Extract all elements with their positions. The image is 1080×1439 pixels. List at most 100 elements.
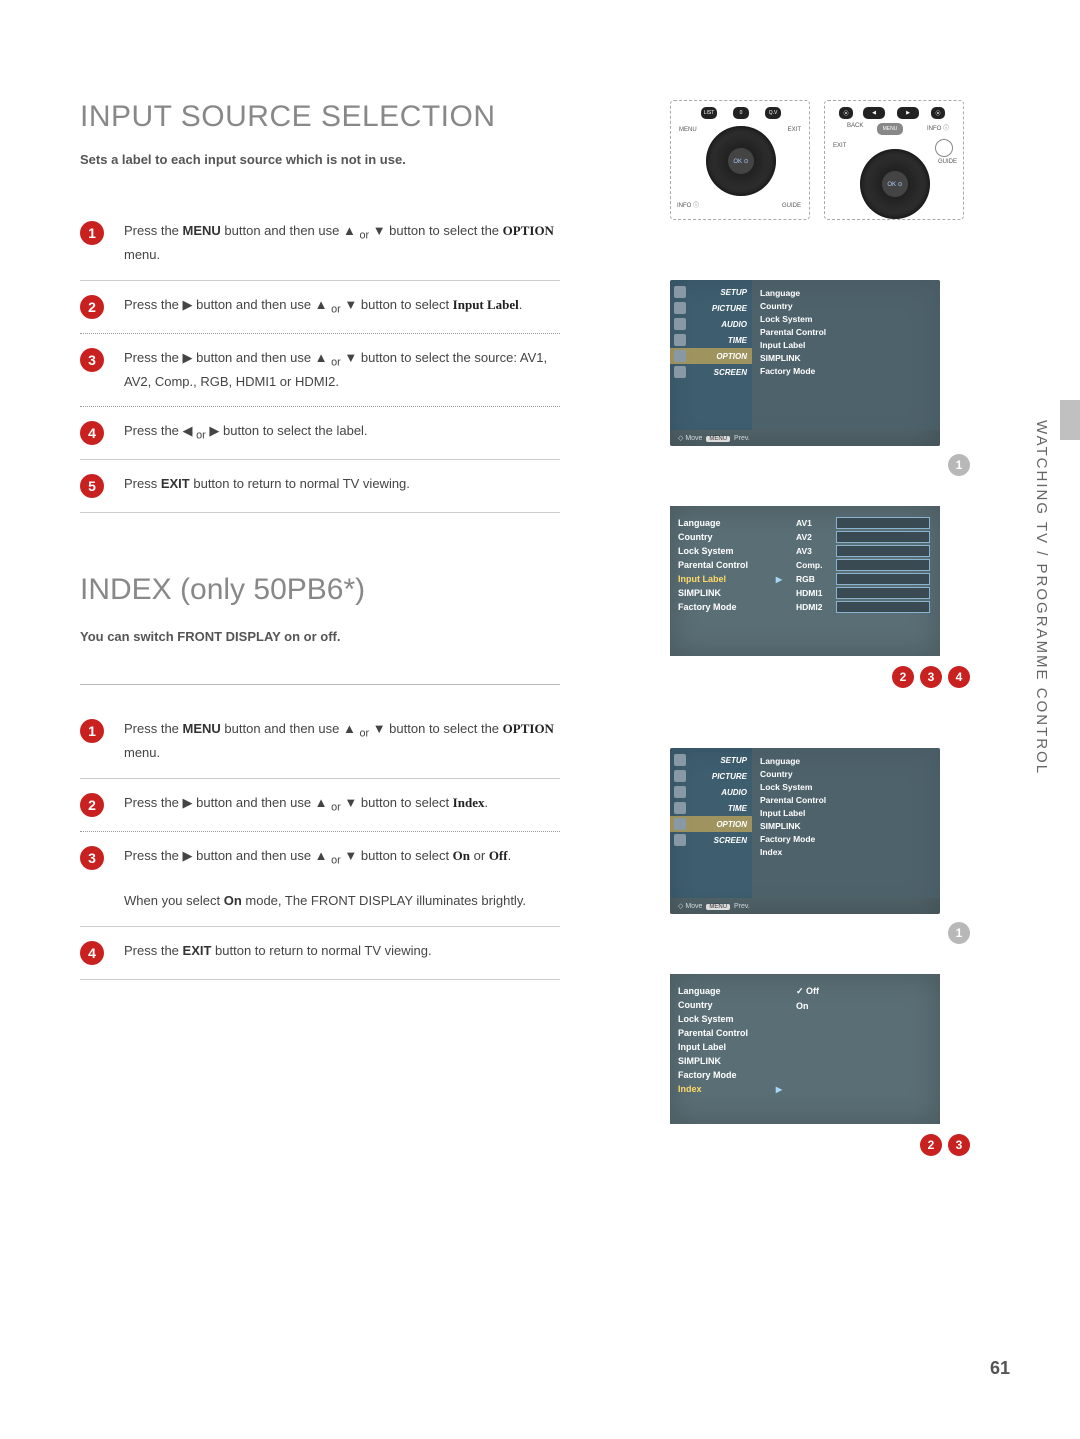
remote-diagram-1: LIST 0 Q.V MENU EXIT INFO ⓘ GUIDE OK ⊙ bbox=[670, 100, 810, 220]
section2-title: INDEX (only 50PB6*) bbox=[80, 573, 560, 607]
tv-option: Index bbox=[760, 845, 932, 858]
submenu-option: Language bbox=[678, 984, 782, 998]
remote2-btn-2: ◀ bbox=[863, 107, 885, 119]
input-source-row: AV3 bbox=[796, 544, 930, 558]
tv-tab: OPTION bbox=[670, 816, 752, 832]
tv-option: SIMPLINK bbox=[760, 819, 932, 832]
step-text: Press the ◀ or ▶ button to select the la… bbox=[124, 421, 368, 445]
step-number: 3 bbox=[80, 846, 104, 870]
tv-tab: SETUP bbox=[670, 284, 752, 300]
input-source-row: Comp. bbox=[796, 558, 930, 572]
step-badge-1-gray: 1 bbox=[948, 454, 970, 476]
step-text: Press the MENU button and then use ▲ or … bbox=[124, 221, 560, 266]
remote-btn-qv: Q.V bbox=[765, 107, 781, 119]
tv-option: SIMPLINK bbox=[760, 351, 932, 364]
submenu-option: Lock System bbox=[678, 544, 782, 558]
tv-option: Lock System bbox=[760, 780, 932, 793]
step-number: 1 bbox=[80, 719, 104, 743]
step-badge-2-gray: 1 bbox=[948, 922, 970, 944]
submenu-option: Parental Control bbox=[678, 558, 782, 572]
step-text: Press the ▶ button and then use ▲ or ▼ b… bbox=[124, 348, 560, 393]
submenu-option: Factory Mode bbox=[678, 1068, 782, 1082]
side-tab bbox=[1060, 400, 1080, 440]
tv-tab: SETUP bbox=[670, 752, 752, 768]
step-reference-badge: 2 bbox=[892, 666, 914, 688]
input-source-row: HDMI1 bbox=[796, 586, 930, 600]
step-text: Press the EXIT button to return to norma… bbox=[124, 941, 432, 962]
remote2-label-back: BACK bbox=[847, 123, 863, 129]
step-number: 5 bbox=[80, 474, 104, 498]
section2-subtitle: You can switch FRONT DISPLAY on or off. bbox=[80, 629, 560, 644]
remote-ok-button: OK ⊙ bbox=[728, 148, 754, 174]
input-source-row: HDMI2 bbox=[796, 600, 930, 614]
section1-subtitle: Sets a label to each input source which … bbox=[80, 152, 560, 167]
side-section-label: WATCHING TV / PROGRAMME CONTROL bbox=[1033, 420, 1050, 775]
submenu-option: Index▶ bbox=[678, 1082, 782, 1096]
tv-tab: SCREEN bbox=[670, 832, 752, 848]
step-text: Press the ▶ button and then use ▲ or ▼ b… bbox=[124, 793, 488, 817]
remote2-label-guide: GUIDE bbox=[938, 159, 957, 165]
submenu-option: Language bbox=[678, 516, 782, 530]
tv-option: Country bbox=[760, 299, 932, 312]
tv-tab: SCREEN bbox=[670, 364, 752, 380]
remote2-label-menu: MENU bbox=[877, 123, 903, 135]
tv2-footer-prev: Prev. bbox=[734, 903, 750, 910]
tv-footer-prev: Prev. bbox=[734, 435, 750, 442]
remote-label-guide: GUIDE bbox=[782, 203, 801, 209]
tv-tab: AUDIO bbox=[670, 784, 752, 800]
remote2-btn-1: ⦿ bbox=[839, 107, 853, 119]
submenu-option: SIMPLINK bbox=[678, 1054, 782, 1068]
onoff-option: ✓ Off bbox=[796, 984, 930, 999]
step-text: Press the MENU button and then use ▲ or … bbox=[124, 719, 560, 764]
tv-option: Input Label bbox=[760, 338, 932, 351]
remote2-btn-4: ⦿ bbox=[931, 107, 945, 119]
remote-label-exit: EXIT bbox=[788, 127, 801, 133]
remote2-btn-3: ▶ bbox=[897, 107, 919, 119]
remote-diagram-2: ⦿ ◀ ▶ ⦿ BACK MENU INFO ⓘ EXIT GUIDE OK ⊙ bbox=[824, 100, 964, 220]
submenu-option: Input Label▶ bbox=[678, 572, 782, 586]
step-row: 2 Press the ▶ button and then use ▲ or ▼ … bbox=[80, 779, 560, 832]
tv-option: Language bbox=[760, 286, 932, 299]
step-row: 4 Press the EXIT button to return to norm… bbox=[80, 927, 560, 980]
step-number: 2 bbox=[80, 793, 104, 817]
step-number: 1 bbox=[80, 221, 104, 245]
step-number: 2 bbox=[80, 295, 104, 319]
tv-menu-option-2: SETUPPICTUREAUDIOTIMEOPTIONSCREEN Langua… bbox=[670, 748, 940, 914]
step-number: 4 bbox=[80, 421, 104, 445]
step-reference-badge: 3 bbox=[920, 666, 942, 688]
submenu-option: Lock System bbox=[678, 1012, 782, 1026]
step-row: 5 Press EXIT button to return to normal T… bbox=[80, 460, 560, 513]
step-row: 1 Press the MENU button and then use ▲ or… bbox=[80, 207, 560, 281]
remote2-ok-button: OK ⊙ bbox=[882, 171, 908, 197]
step-number: 3 bbox=[80, 348, 104, 372]
submenu-option: Country bbox=[678, 998, 782, 1012]
tv-option: Input Label bbox=[760, 806, 932, 819]
onoff-option: On bbox=[796, 999, 930, 1013]
tv-tab: AUDIO bbox=[670, 316, 752, 332]
submenu-option: Factory Mode bbox=[678, 600, 782, 614]
tv-footer-move: Move bbox=[685, 435, 702, 442]
submenu-option: Country bbox=[678, 530, 782, 544]
step-row: 2 Press the ▶ button and then use ▲ or ▼ … bbox=[80, 281, 560, 334]
remote-label-menu: MENU bbox=[679, 127, 697, 133]
tv-tab: OPTION bbox=[670, 348, 752, 364]
remote-btn-list: LIST bbox=[701, 107, 717, 119]
page-number: 61 bbox=[990, 1358, 1010, 1379]
tv-option: Country bbox=[760, 767, 932, 780]
step-text: Press EXIT button to return to normal TV… bbox=[124, 474, 410, 495]
tv-tab: TIME bbox=[670, 800, 752, 816]
tv-menu-input-label: LanguageCountryLock SystemParental Contr… bbox=[670, 506, 940, 656]
input-source-row: RGB bbox=[796, 572, 930, 586]
step-text: Press the ▶ button and then use ▲ or ▼ b… bbox=[124, 295, 522, 319]
tv-option: Factory Mode bbox=[760, 832, 932, 845]
tv-option: Parental Control bbox=[760, 325, 932, 338]
step-reference-badge: 2 bbox=[920, 1134, 942, 1156]
step-row: 3 Press the ▶ button and then use ▲ or ▼ … bbox=[80, 334, 560, 408]
step-reference-badge: 4 bbox=[948, 666, 970, 688]
input-source-row: AV1 bbox=[796, 516, 930, 530]
tv-option: Lock System bbox=[760, 312, 932, 325]
step-number: 4 bbox=[80, 941, 104, 965]
step-text: Press the ▶ button and then use ▲ or ▼ b… bbox=[124, 846, 526, 912]
tv2-footer-move: Move bbox=[685, 903, 702, 910]
tv-option: Language bbox=[760, 754, 932, 767]
